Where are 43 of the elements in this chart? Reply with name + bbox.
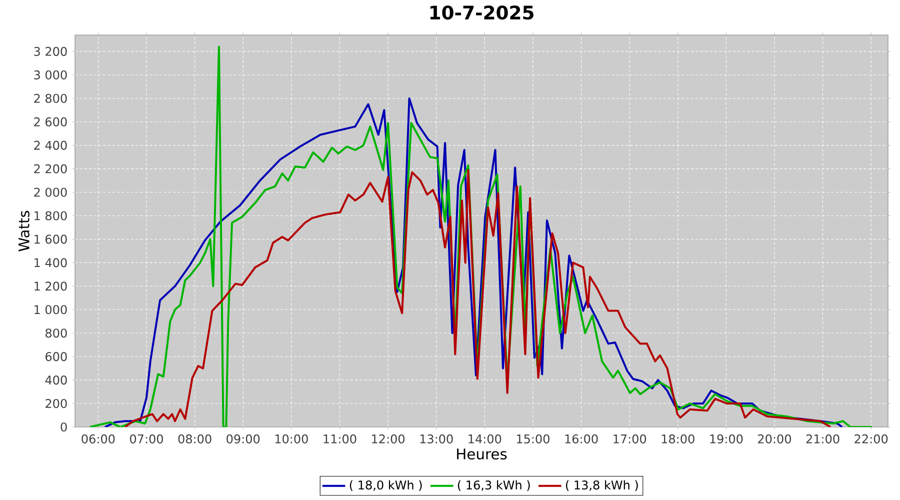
legend-label: ( 16,3 kWh ) xyxy=(458,480,530,491)
y-tick-label: 200 xyxy=(46,398,67,408)
x-tick-label: 12:00 xyxy=(372,434,405,444)
y-tick-label: 3 200 xyxy=(34,46,67,56)
y-tick-label: 0 xyxy=(60,422,67,432)
x-axis-title: Heures xyxy=(457,448,507,460)
y-tick-label: 600 xyxy=(46,352,67,362)
y-tick-label: 800 xyxy=(46,328,67,338)
y-tick-label: 3 000 xyxy=(34,70,67,80)
y-axis-title: Watts xyxy=(18,210,30,252)
x-tick-label: 19:00 xyxy=(710,434,743,444)
y-tick-label: 1 600 xyxy=(34,234,67,244)
legend-label: ( 13,8 kWh ) xyxy=(566,480,638,491)
x-tick-label: 06:00 xyxy=(82,434,115,444)
x-tick-label: 13:00 xyxy=(420,434,453,444)
x-tick-label: 20:00 xyxy=(758,434,791,444)
x-tick-label: 14:00 xyxy=(468,434,502,444)
x-tick-label: 08:00 xyxy=(178,434,212,444)
y-tick-label: 1 000 xyxy=(34,305,67,314)
y-tick-label: 1 400 xyxy=(34,258,67,268)
x-tick-label: 21:00 xyxy=(806,434,840,444)
x-tick-label: 16:00 xyxy=(565,434,598,444)
x-tick-label: 09:00 xyxy=(226,434,260,444)
line-series xyxy=(124,168,832,427)
y-tick-label: 2 200 xyxy=(34,164,67,174)
y-tick-label: 2 600 xyxy=(34,117,67,126)
x-tick-label: 07:00 xyxy=(130,434,163,444)
x-tick-label: 15:00 xyxy=(516,434,550,444)
y-tick-label: 400 xyxy=(45,376,67,385)
x-tick-label: 22:00 xyxy=(854,434,888,444)
y-tick-label: 2 000 xyxy=(34,188,67,197)
y-tick-label: 1 200 xyxy=(34,282,67,291)
y-tick-label: 2 800 xyxy=(34,94,67,103)
line-series xyxy=(88,46,874,427)
x-tick-label: 11:00 xyxy=(324,434,356,444)
x-tick-label: 17:00 xyxy=(614,434,646,444)
x-tick-label: 10:00 xyxy=(275,434,308,444)
line-series xyxy=(104,97,844,427)
x-tick-label: 18:00 xyxy=(662,434,694,444)
y-tick-label: 2 400 xyxy=(34,140,67,150)
chart-title: 10-7-2025 xyxy=(430,5,534,20)
legend-label: ( 18,0 kWh ) xyxy=(350,480,422,491)
y-tick-label: 1 800 xyxy=(34,211,67,220)
